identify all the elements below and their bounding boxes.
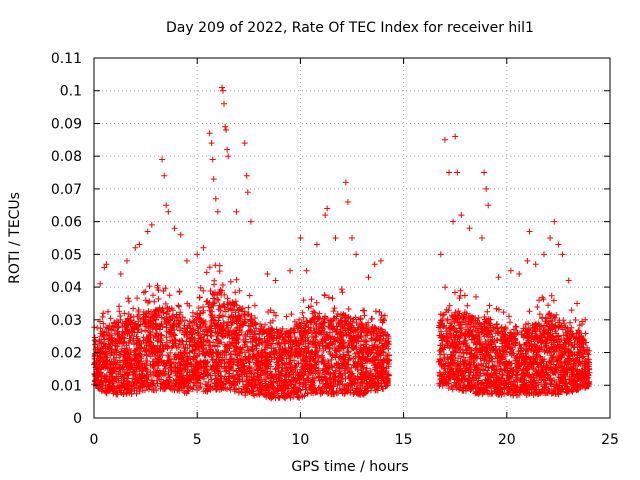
plot-frame xyxy=(93,57,611,419)
y-tick-label: 0.07 xyxy=(51,182,82,198)
axis-ticks: 0 0.01 0.02 0.03 0.04 0.05 0.06 0.07 0.08 0.09 0.1… xyxy=(51,51,619,448)
x-tick-label: 25 xyxy=(601,432,619,448)
y-tick-label: 0.06 xyxy=(51,215,82,231)
roti-markers xyxy=(91,84,593,402)
y-tick-label: 0 xyxy=(73,411,82,427)
data-points xyxy=(91,84,593,402)
y-tick-label: 0.1 xyxy=(60,84,82,100)
chart-title: Day 209 of 2022, Rate Of TEC Index for r… xyxy=(166,20,534,36)
x-tick-label: 15 xyxy=(395,432,413,448)
y-tick-label: 0.11 xyxy=(51,51,82,67)
x-tick-label: 0 xyxy=(90,432,99,448)
y-tick-label: 0.08 xyxy=(51,149,82,165)
y-tick-label: 0.04 xyxy=(51,280,82,296)
x-tick-label: 10 xyxy=(291,432,309,448)
y-axis-label: ROTI / TECUs xyxy=(7,192,23,284)
y-tick-label: 0.03 xyxy=(51,313,82,329)
y-tick-label: 0.09 xyxy=(51,116,82,132)
y-tick-label: 0.02 xyxy=(51,346,82,362)
y-tick-label: 0.01 xyxy=(51,378,82,394)
y-tick-label: 0.05 xyxy=(51,247,82,263)
x-tick-label: 5 xyxy=(193,432,202,448)
x-axis-label: GPS time / hours xyxy=(291,459,408,475)
x-tick-label: 20 xyxy=(498,432,516,448)
